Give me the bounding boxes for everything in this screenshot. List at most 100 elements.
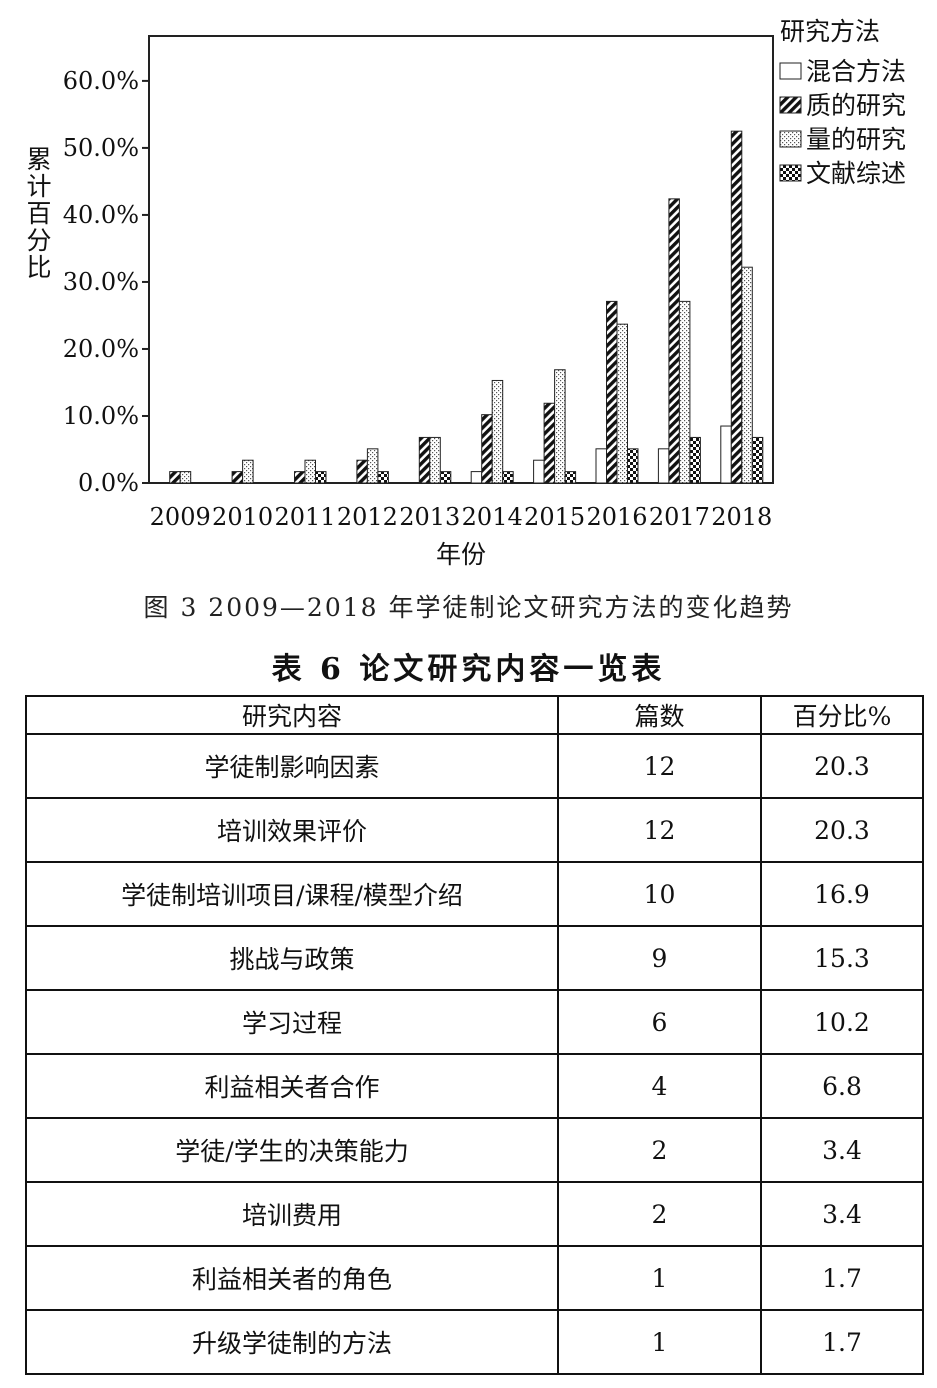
cell-percent: 20.3 xyxy=(760,733,924,799)
cell-percent: 6.8 xyxy=(760,1053,924,1119)
cell-count: 2 xyxy=(557,1181,762,1247)
table-row: 升级学徒制的方法 1 1.7 xyxy=(25,1309,924,1375)
x-tick-label: 2017 xyxy=(649,503,710,531)
cell-content: 学徒制培训项目/课程/模型介绍 xyxy=(25,861,559,927)
bar xyxy=(554,369,566,484)
cell-count: 2 xyxy=(557,1117,762,1183)
cell-content: 培训费用 xyxy=(25,1181,559,1247)
cell-count: 12 xyxy=(557,733,762,799)
y-axis: 0.0% 10.0% 20.0% 30.0% 40.0% 50.0% 60.0% xyxy=(63,67,149,497)
bar xyxy=(741,266,753,484)
cell-percent: 10.2 xyxy=(760,989,924,1055)
x-tick-label: 2012 xyxy=(337,503,398,531)
table-row: 培训费用 2 3.4 xyxy=(25,1181,924,1247)
bar xyxy=(502,471,514,484)
bars xyxy=(169,130,764,484)
bar xyxy=(366,448,379,484)
cell-count: 12 xyxy=(557,797,762,863)
y-tick-label: 20.0% xyxy=(63,335,139,363)
cell-content: 培训效果评价 xyxy=(25,797,559,863)
bar xyxy=(470,471,483,484)
cell-content: 利益相关者合作 xyxy=(25,1053,559,1119)
bar xyxy=(481,414,493,484)
x-tick-label: 2014 xyxy=(462,503,523,531)
x-tick-label: 2016 xyxy=(586,503,647,531)
bar xyxy=(678,300,691,484)
bar xyxy=(356,459,368,484)
legend-swatch xyxy=(779,164,802,182)
bar xyxy=(439,471,452,484)
x-tick-label: 2010 xyxy=(212,503,273,531)
y-axis-label: 累计百分比 xyxy=(26,145,51,282)
header-research-content: 研究内容 xyxy=(25,695,559,735)
bar xyxy=(720,425,732,484)
cell-count: 9 xyxy=(557,925,762,991)
bar xyxy=(169,471,181,484)
table-row: 培训效果评价 12 20.3 xyxy=(25,797,924,863)
bar xyxy=(730,130,743,484)
cell-percent: 20.3 xyxy=(760,797,924,863)
table-row: 利益相关者合作 4 6.8 xyxy=(25,1053,924,1119)
y-tick-label: 40.0% xyxy=(63,201,139,229)
bar xyxy=(418,436,431,484)
cell-percent: 1.7 xyxy=(760,1245,924,1311)
x-axis: 2009 2010 2011 2012 2013 2014 2015 2016 2017 2018 xyxy=(150,503,773,531)
bar xyxy=(304,459,316,484)
table-row: 学徒/学生的决策能力 2 3.4 xyxy=(25,1117,924,1183)
bar xyxy=(242,459,254,484)
legend-label: 质的研究 xyxy=(806,91,906,120)
x-tick-label: 2013 xyxy=(399,503,460,531)
bar xyxy=(751,436,764,484)
cell-percent: 15.3 xyxy=(760,925,924,991)
bar xyxy=(616,323,628,484)
cell-count: 6 xyxy=(557,989,762,1055)
table-row: 学习过程 6 10.2 xyxy=(25,989,924,1055)
bar xyxy=(689,436,701,484)
x-tick-label: 2015 xyxy=(524,503,585,531)
bar xyxy=(657,448,670,484)
bar xyxy=(595,448,607,484)
y-tick-label: 10.0% xyxy=(63,402,139,430)
bar xyxy=(543,402,556,484)
cell-percent: 1.7 xyxy=(760,1309,924,1375)
cell-percent: 3.4 xyxy=(760,1181,924,1247)
cell-content: 学习过程 xyxy=(25,989,559,1055)
research-content-table: 研究内容 篇数 百分比% 学徒制影响因素 12 20.3 培训效果评价 12 20.3 … xyxy=(25,695,924,1375)
cell-content: 升级学徒制的方法 xyxy=(25,1309,559,1375)
x-tick-label: 2009 xyxy=(150,503,211,531)
header-percent: 百分比% xyxy=(760,695,924,735)
bar xyxy=(231,471,244,484)
table-row: 学徒制影响因素 12 20.3 xyxy=(25,733,924,799)
cell-count: 10 xyxy=(557,861,762,927)
y-tick-label: 0.0% xyxy=(78,469,139,497)
legend-swatch xyxy=(779,62,802,80)
table-row: 学徒制培训项目/课程/模型介绍 10 16.9 xyxy=(25,861,924,927)
bar xyxy=(179,471,192,484)
bar xyxy=(533,459,545,484)
bar xyxy=(315,471,327,484)
legend-label: 量的研究 xyxy=(806,125,906,154)
bar xyxy=(491,379,504,484)
table-title: 表 6 论文研究内容一览表 xyxy=(271,652,666,687)
table-row: 挑战与政策 9 15.3 xyxy=(25,925,924,991)
cell-content: 利益相关者的角色 xyxy=(25,1245,559,1311)
legend-swatch xyxy=(779,130,802,148)
cell-count: 4 xyxy=(557,1053,762,1119)
bar xyxy=(627,448,639,484)
y-tick-label: 30.0% xyxy=(63,268,139,296)
bar xyxy=(377,471,389,484)
bar xyxy=(564,471,577,484)
bar xyxy=(294,471,306,484)
cell-count: 1 xyxy=(557,1245,762,1311)
y-tick-label: 60.0% xyxy=(63,67,139,95)
legend-swatch xyxy=(779,96,802,114)
x-tick-label: 2018 xyxy=(711,503,772,531)
bar-chart: 0.0%10.0%20.0%30.0%40.0%50.0%60.0% 2009 2… xyxy=(26,17,906,569)
cell-count: 1 xyxy=(557,1309,762,1375)
cell-percent: 3.4 xyxy=(760,1117,924,1183)
legend-label: 文献综述 xyxy=(806,159,906,188)
cell-content: 学徒/学生的决策能力 xyxy=(25,1117,559,1183)
cell-percent: 16.9 xyxy=(760,861,924,927)
table-row: 利益相关者的角色 1 1.7 xyxy=(25,1245,924,1311)
